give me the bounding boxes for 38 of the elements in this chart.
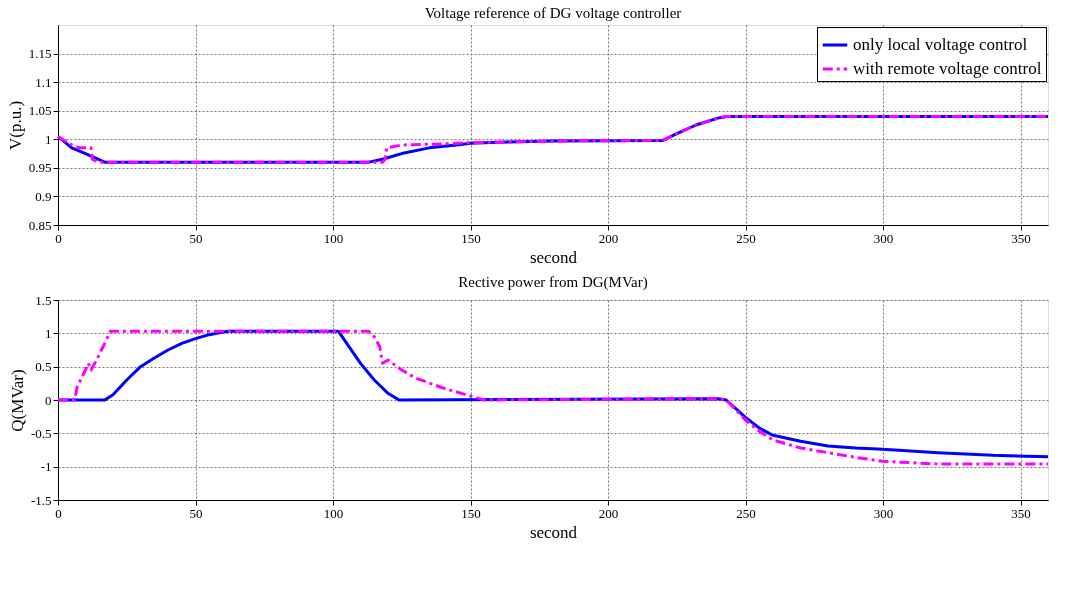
- x-tick-label: 0: [55, 505, 62, 521]
- y-tick-label: 1.1: [35, 74, 52, 90]
- y-tick-label: 1.05: [28, 103, 52, 119]
- legend-label: only local voltage control: [853, 35, 1028, 54]
- chart-title: Voltage reference of DG voltage controller: [424, 5, 682, 21]
- x-tick-label: 250: [736, 230, 756, 246]
- x-tick-label: 350: [1011, 505, 1031, 521]
- y-tick-label: 1.15: [28, 46, 52, 62]
- x-tick-label: 300: [873, 230, 894, 246]
- x-tick-label: 150: [461, 505, 481, 521]
- y-tick-label: 0: [45, 392, 52, 408]
- chart-title: Rective power from DG(MVar): [458, 274, 648, 291]
- x-tick-label: 100: [323, 230, 344, 246]
- y-axis-title: Q(MVar): [7, 369, 27, 432]
- x-tick-label: 300: [873, 505, 894, 521]
- y-tick-label: -1.5: [30, 492, 52, 508]
- x-axis-title: second: [529, 247, 578, 267]
- x-tick-label: 0: [55, 230, 62, 246]
- y-tick-label: 0.9: [35, 188, 52, 204]
- legend-label: with remote voltage control: [853, 59, 1042, 78]
- y-tick-label: -1: [40, 459, 52, 475]
- y-tick-label: 1: [45, 131, 52, 147]
- x-tick-label: 200: [598, 230, 619, 246]
- y-axis-title: V(p.u.): [5, 100, 25, 151]
- y-tick-label: 0.5: [35, 359, 52, 375]
- x-tick-label: 200: [598, 505, 619, 521]
- y-tick-label: -0.5: [30, 425, 52, 441]
- x-tick-label: 50: [189, 505, 203, 521]
- x-tick-label: 250: [736, 505, 756, 521]
- x-tick-label: 150: [461, 230, 481, 246]
- x-tick-label: 50: [189, 230, 203, 246]
- x-tick-label: 100: [323, 505, 344, 521]
- y-tick-label: 1: [45, 325, 52, 341]
- x-axis-title: second: [529, 522, 578, 542]
- y-tick-label: 0.85: [28, 217, 52, 233]
- x-tick-label: 350: [1011, 230, 1031, 246]
- y-tick-label: 0.95: [28, 160, 52, 176]
- y-tick-label: 1.5: [35, 292, 52, 308]
